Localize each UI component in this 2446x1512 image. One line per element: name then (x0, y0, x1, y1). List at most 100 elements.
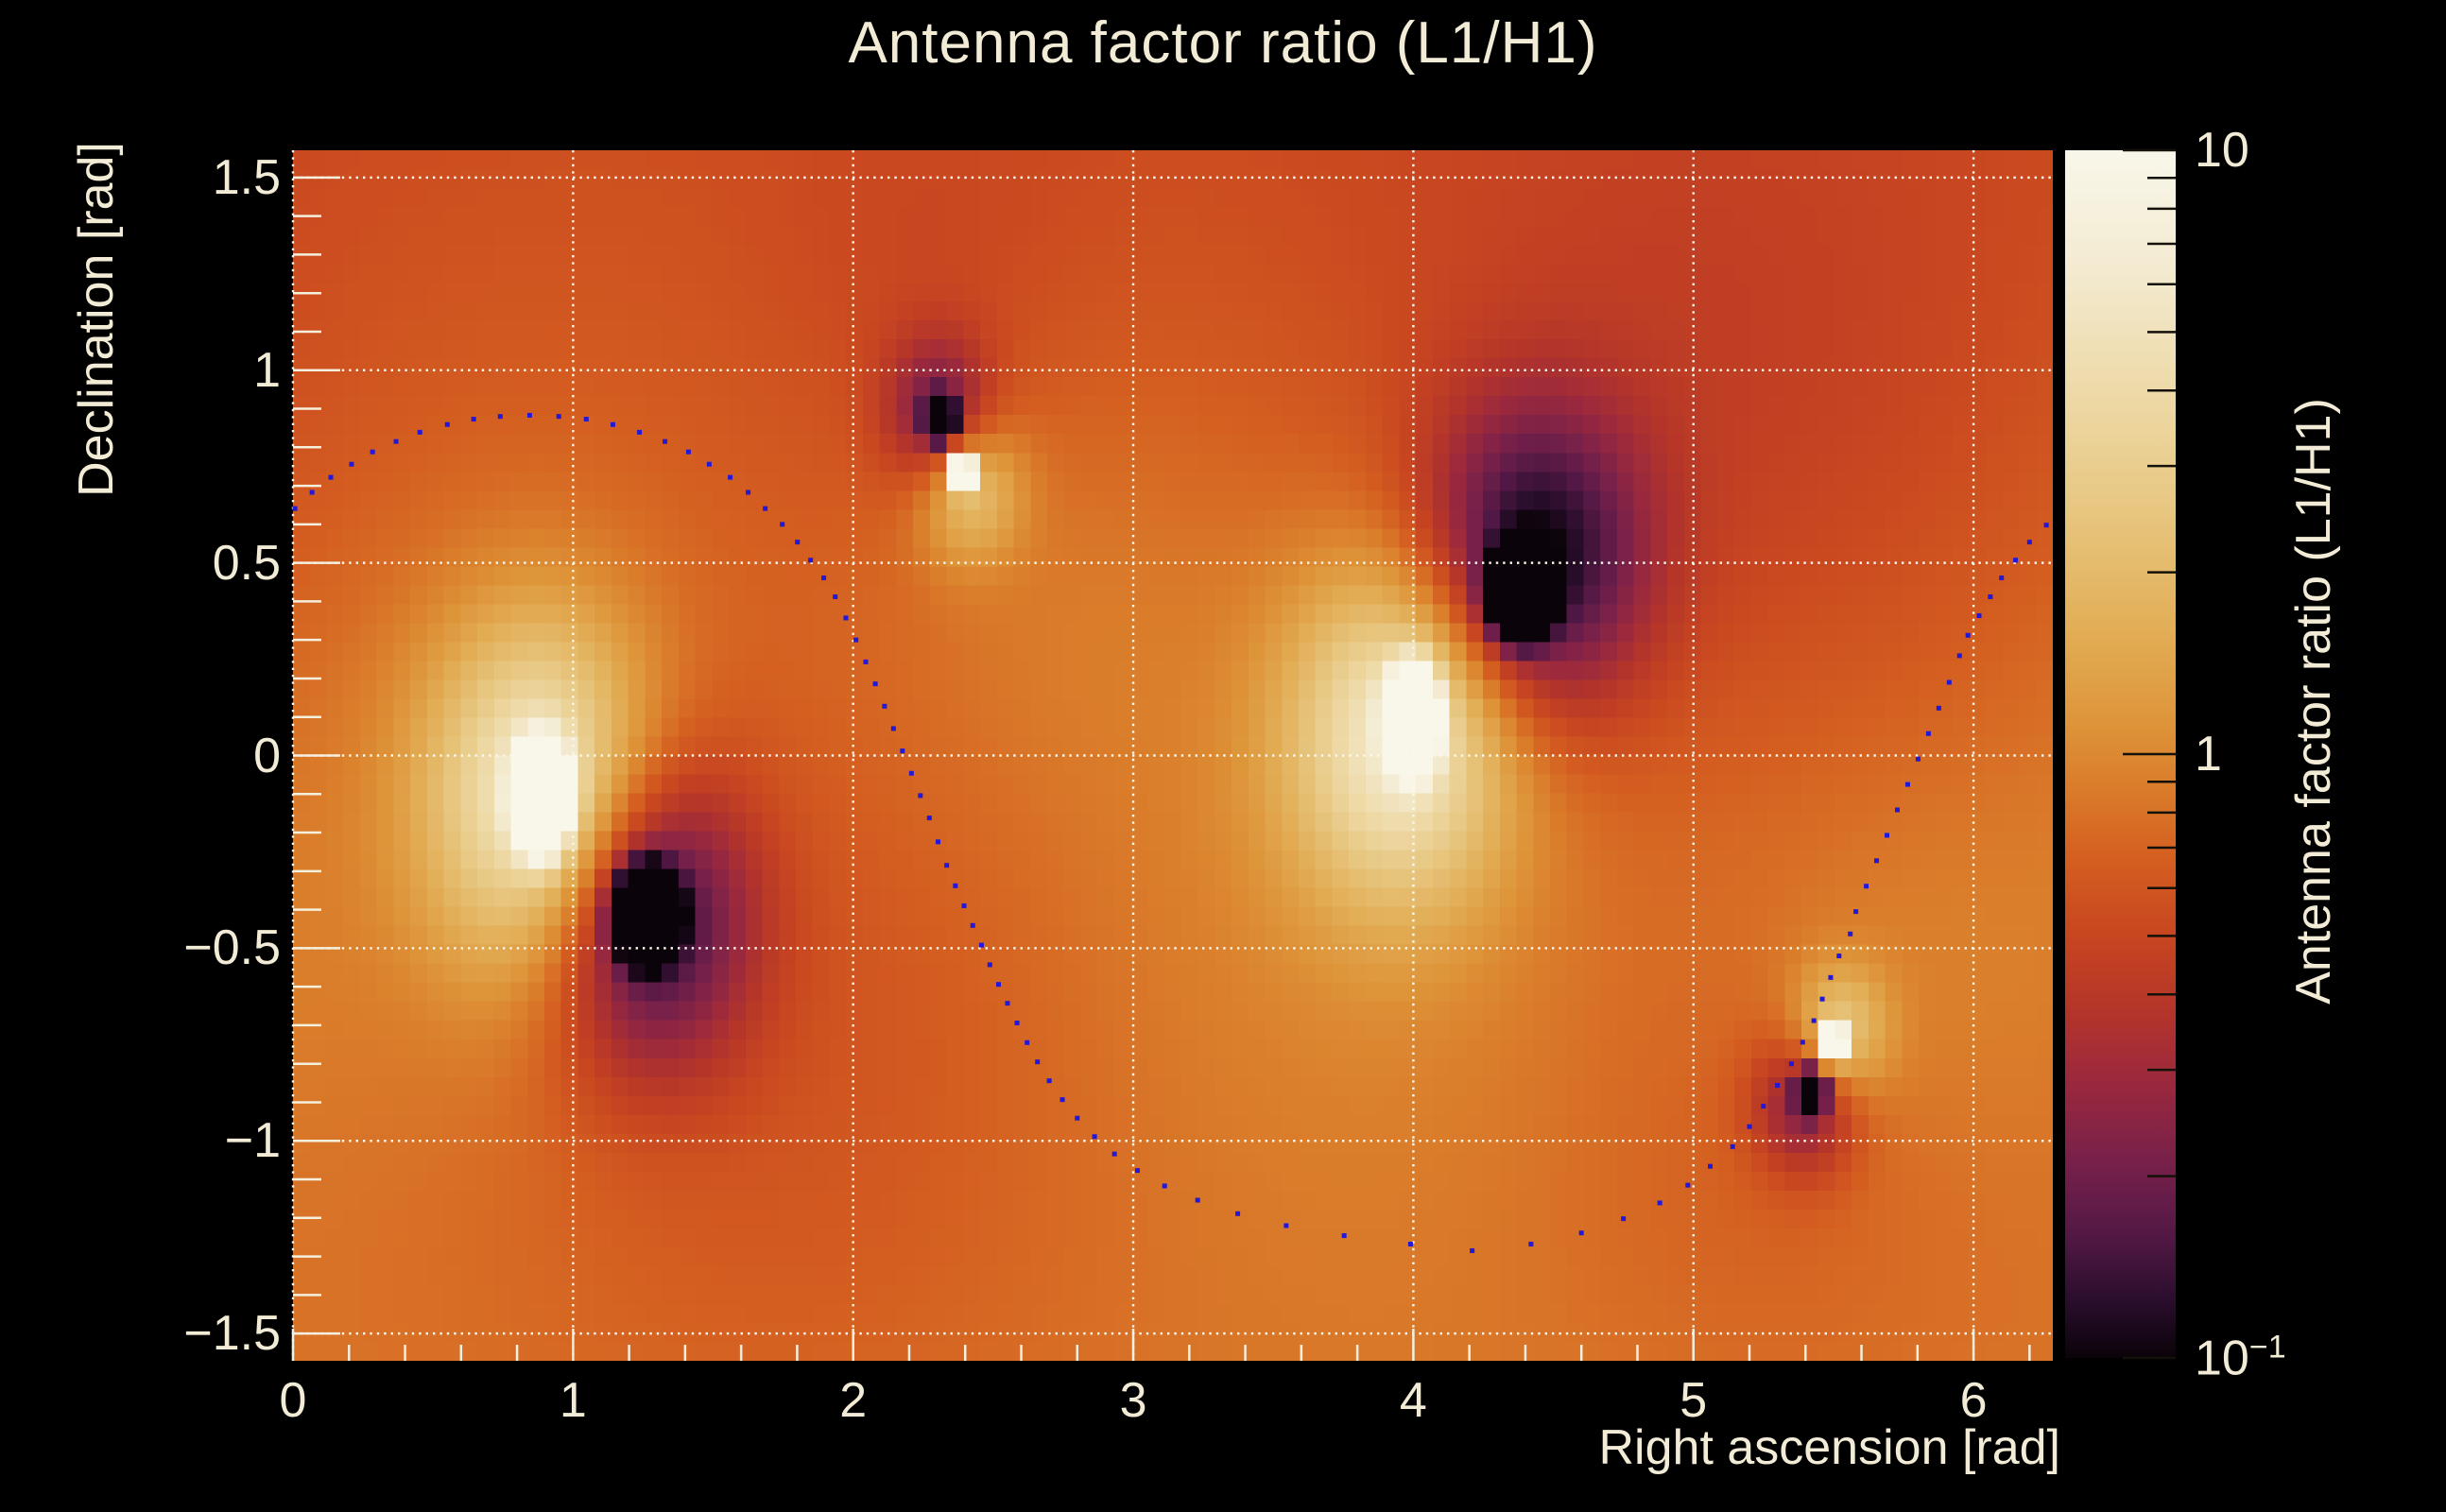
sky-track-dot (2013, 558, 2019, 563)
sky-track-dot (746, 490, 751, 495)
sky-track-dot (685, 449, 691, 455)
sky-track-dot (1811, 1018, 1817, 1023)
sky-track-dot (1864, 884, 1869, 889)
sky-track-dot (1578, 1230, 1584, 1236)
sky-track-dot (1936, 705, 1941, 711)
sky-track-dot (1885, 833, 1890, 838)
sky-track-dot (1853, 909, 1859, 915)
sky-track-dot (1005, 1001, 1010, 1006)
colorbar-title: Antenna factor ratio (L1/H1) (2286, 398, 2341, 1005)
sky-track-dot (1657, 1200, 1662, 1206)
sky-track-dot (1111, 1151, 1117, 1157)
y-tick-label: 1.5 (212, 149, 281, 205)
sky-track-dot (1730, 1143, 1735, 1149)
sky-track-dot (637, 429, 643, 435)
sky-track-dot (1035, 1059, 1041, 1065)
sky-track-dot (1956, 653, 1962, 659)
sky-track-dot (1075, 1115, 1080, 1121)
sky-track-dot (706, 461, 712, 467)
sky-track-dot (1836, 954, 1842, 959)
sky-track-dot (556, 414, 561, 420)
sky-track-dot (1965, 632, 1971, 638)
plot-title: Antenna factor ratio (L1/H1) (848, 10, 1598, 76)
x-tick-label: 6 (1959, 1373, 1988, 1428)
sky-track-dot (1976, 612, 1982, 618)
sky-track-dot (970, 922, 975, 928)
sky-track-dots (292, 412, 2049, 1253)
sky-track-dot (1685, 1182, 1691, 1188)
sky-track-dot (995, 982, 1001, 988)
colorbar-tick-label: 1 (2195, 727, 2222, 782)
sky-track-dot (1283, 1223, 1289, 1228)
sky-track-dot (833, 594, 838, 600)
sky-map-heatmap (293, 150, 2053, 1361)
x-tick-label: 2 (839, 1373, 868, 1428)
y-tick-label: 1 (253, 342, 281, 398)
sky-track-dot (471, 417, 476, 422)
sky-track-dot (900, 748, 905, 754)
sky-track-dot (610, 421, 615, 427)
sky-track-dot (444, 421, 450, 427)
sky-track-dot (1341, 1233, 1347, 1239)
y-tick-label: −1.5 (183, 1306, 281, 1362)
sky-track-dot (935, 839, 940, 845)
sky-track-dot (1904, 782, 1910, 787)
sky-track-dot (1407, 1242, 1413, 1247)
sky-track-dot (961, 903, 967, 909)
sky-track-dot (780, 522, 785, 527)
sky-track-dot (882, 703, 887, 709)
sky-track-dot (918, 793, 923, 799)
x-tick-label: 3 (1119, 1373, 1147, 1428)
sky-track-dot (795, 540, 801, 545)
sky-track-dot (926, 816, 932, 821)
sky-track-dot (978, 942, 984, 948)
sky-track-dot (1059, 1097, 1065, 1103)
x-axis-title: Right ascension [rad] (1598, 1420, 2061, 1475)
sky-track-dot (843, 615, 849, 621)
sky-track-dot (328, 474, 334, 480)
sky-track-dot (1708, 1163, 1714, 1169)
sky-track-dot (1162, 1183, 1167, 1189)
sky-track-dot (987, 962, 992, 968)
colorbar-tick-label: 10 (2195, 123, 2249, 178)
sky-track-dot (370, 449, 375, 455)
sky-track-dot (1761, 1104, 1766, 1109)
sky-track-dot (1999, 576, 2005, 581)
sky-track-dot (1470, 1247, 1475, 1253)
sky-track-dot (292, 506, 298, 511)
sky-track-dot (583, 417, 589, 422)
sky-track-dot (1528, 1242, 1534, 1247)
sky-track-dot (1828, 974, 1834, 980)
y-tick-label: 0 (253, 728, 281, 783)
sky-track-dot (417, 429, 422, 435)
sky-track-dot (393, 438, 399, 444)
sky-track-dot (953, 883, 958, 888)
x-tick-label: 1 (559, 1373, 587, 1428)
sky-track-dot (808, 558, 814, 563)
sky-track-dot (1874, 858, 1880, 864)
sky-track-dot (1988, 594, 1993, 600)
sky-track-dot (1800, 1040, 1805, 1045)
sky-track-dot (1747, 1124, 1752, 1129)
sky-track-dot (663, 438, 668, 444)
sky-track-dot (349, 461, 354, 467)
sky-track-dot (1235, 1211, 1241, 1216)
sky-track-dot (1848, 931, 1853, 936)
x-tick-label: 5 (1679, 1373, 1708, 1428)
sky-track-dot (853, 637, 859, 643)
sky-track-dot (944, 863, 950, 868)
sky-track-dot (1014, 1020, 1020, 1025)
x-tick-label: 0 (279, 1373, 307, 1428)
sky-track-dot (1046, 1078, 1052, 1084)
sky-track-dot (908, 770, 914, 776)
sky-track-dot (890, 726, 896, 731)
x-tick-label: 4 (1399, 1373, 1427, 1428)
axis-ticks (291, 176, 2031, 1361)
sky-track-dot (863, 659, 869, 664)
sky-track-dot (1946, 679, 1952, 685)
y-tick-label: 0.5 (212, 535, 281, 591)
sky-track-dot (1925, 730, 1931, 736)
sky-track-dot (309, 490, 315, 495)
